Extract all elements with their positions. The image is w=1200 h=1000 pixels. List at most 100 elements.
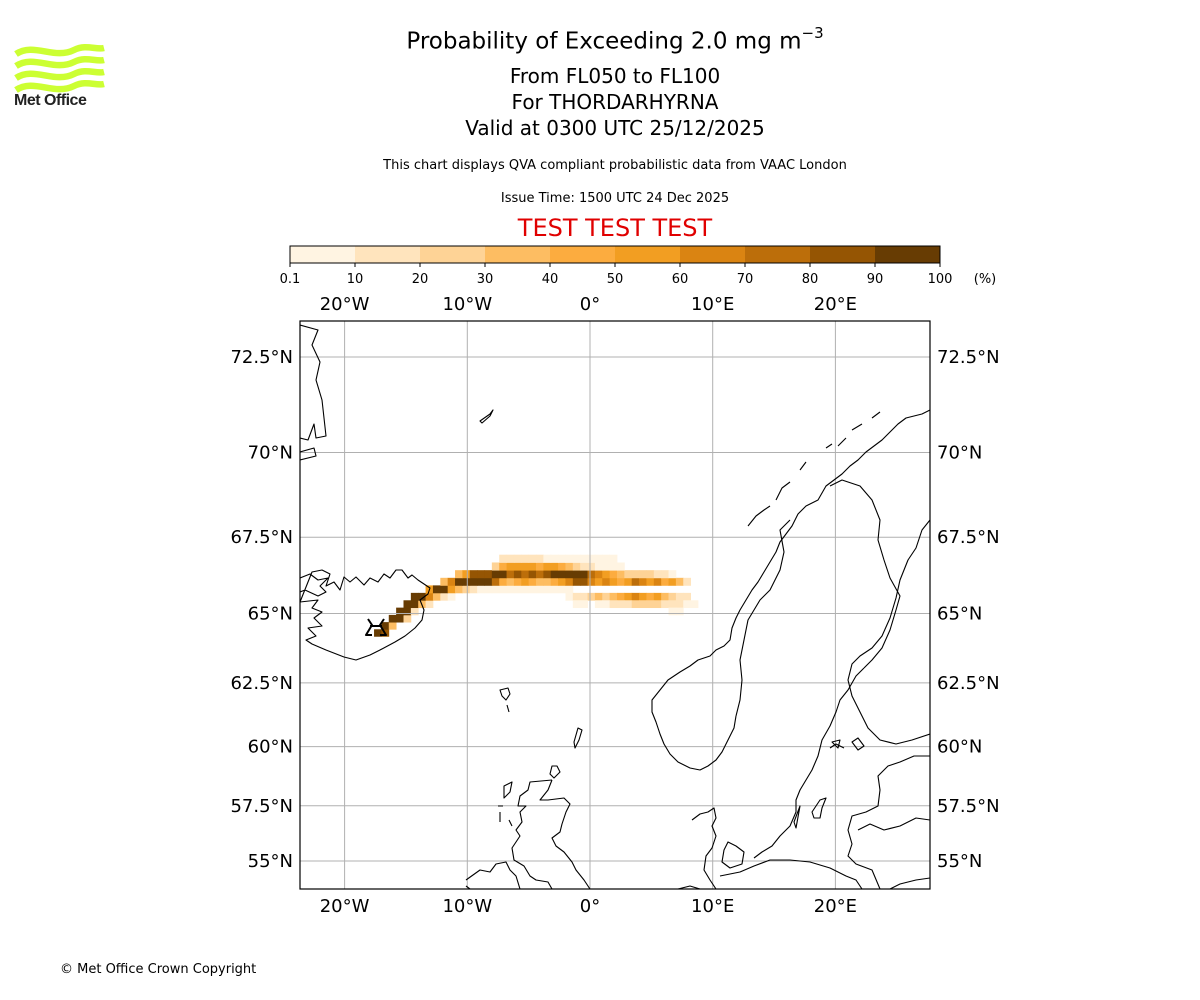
chart-title: Probability of Exceeding 2.0 mg m−3 [0, 24, 1200, 55]
colorbar-segment [810, 246, 876, 263]
probability-cell [506, 554, 515, 563]
probability-cell [668, 577, 677, 586]
map-frame [299, 320, 931, 890]
lat-tick-label-left: 65°N [248, 603, 293, 624]
probability-cell [528, 554, 537, 563]
chart-description: This chart displays QVA compliant probab… [383, 158, 847, 173]
probability-cell [381, 622, 390, 630]
probability-cell [440, 577, 449, 586]
probability-cell [484, 585, 493, 594]
coastline-faroe [499, 687, 511, 713]
probability-cell [594, 554, 603, 563]
probability-cell [521, 585, 530, 594]
lat-tick-label-left: 72.5°N [230, 347, 293, 368]
probability-cell [499, 570, 507, 579]
probability-cell [425, 600, 434, 609]
probability-cell [690, 600, 699, 609]
colorbar-tick-label: 20 [412, 272, 429, 287]
probability-cell [491, 562, 500, 571]
colorbar-tick-label: 30 [477, 272, 494, 287]
probability-cell [602, 577, 611, 586]
coastline-denmark [691, 807, 745, 889]
issue-time: Issue Time: 1500 UTC 24 Dec 2025 [500, 191, 730, 206]
probability-cell [447, 585, 456, 594]
probability-cell [602, 562, 611, 571]
probability-cell [506, 585, 515, 594]
probability-cell [499, 577, 507, 586]
probability-cell [594, 577, 603, 586]
probability-cell [477, 577, 485, 586]
coastline-iceland [300, 569, 431, 661]
probability-cell [616, 570, 625, 579]
coastline-lofoten [747, 411, 881, 527]
probability-cell [550, 562, 559, 571]
probability-cell [580, 577, 588, 586]
logo-wave [14, 56, 105, 69]
probability-cell [477, 585, 485, 594]
probability-cell [616, 592, 625, 601]
probability-cell [602, 592, 611, 601]
probability-cell [513, 554, 522, 563]
probability-cell [425, 592, 434, 601]
probability-cell [491, 577, 500, 586]
lat-tick-label-right: 62.5°N [937, 673, 1000, 694]
lon-tick-label-top: 10°W [442, 294, 492, 315]
probability-cell [565, 554, 574, 563]
probability-cell [609, 570, 618, 579]
probability-cell [646, 592, 655, 601]
probability-cell [565, 585, 574, 594]
met-office-logo-icon [14, 44, 105, 93]
coastline-baltic-states [847, 755, 930, 889]
probability-cell [477, 570, 485, 579]
coastline-great-britain [511, 779, 591, 889]
probability-cell [499, 585, 507, 594]
probability-cell [594, 600, 603, 609]
probability-cell [631, 600, 640, 609]
volcano-name: For THORDARHYRNA [511, 90, 719, 114]
coastline-ireland [465, 861, 521, 889]
probability-cell [528, 570, 537, 579]
axis-tick-labels: 20°W 20°W 10°W 10°W 0° 0° 10°E 10°E 20°E 20°E 72.5… [230, 294, 999, 917]
probability-cell [602, 570, 611, 579]
probability-cell [403, 600, 412, 609]
probability-cell [462, 577, 471, 586]
lat-tick-label-left: 70°N [248, 443, 293, 464]
probability-cell [661, 592, 669, 601]
probability-cell [550, 570, 559, 579]
probability-cell [653, 577, 662, 586]
probability-cell [506, 562, 515, 571]
lon-tick-label-top: 10°E [691, 294, 734, 315]
colorbar-segment [420, 246, 486, 263]
lat-tick-label-right: 65°N [937, 603, 982, 624]
probability-cell [513, 577, 522, 586]
probability-cell [594, 592, 603, 601]
probability-cell [668, 592, 677, 601]
probability-cell [572, 562, 581, 571]
coastline-shetland [573, 727, 583, 749]
probability-cell [432, 585, 441, 594]
probability-cell [396, 607, 404, 616]
lon-tick-label-top: 0° [580, 294, 600, 315]
logo-wave [14, 80, 105, 93]
colorbar-tick-label: 40 [542, 272, 559, 287]
probability-cell [543, 585, 552, 594]
probability-cell [403, 614, 412, 623]
lon-tick-label-bottom: 10°W [442, 896, 492, 917]
colorbar-tick-label: 0.1 [280, 272, 301, 287]
probability-cell [462, 570, 471, 579]
probability-cell [661, 600, 669, 609]
probability-cell [403, 607, 412, 616]
test-banner: TEST TEST TEST [517, 214, 713, 242]
probability-cell [609, 562, 618, 571]
logo-wave [14, 68, 105, 81]
lat-tick-label-left: 55°N [248, 851, 293, 872]
flight-level-range: From FL050 to FL100 [509, 64, 721, 88]
lat-tick-label-right: 72.5°N [937, 347, 1000, 368]
colorbar-tick-label: 80 [802, 272, 819, 287]
volcano-marker-icon [365, 618, 387, 636]
probability-map-chart: 0.1 10 20 30 40 50 60 70 80 90 100 (%) [230, 245, 1000, 917]
probability-cell [558, 562, 566, 571]
probability-cell [550, 577, 559, 586]
probability-cell [661, 577, 669, 586]
probability-cell [609, 592, 618, 601]
